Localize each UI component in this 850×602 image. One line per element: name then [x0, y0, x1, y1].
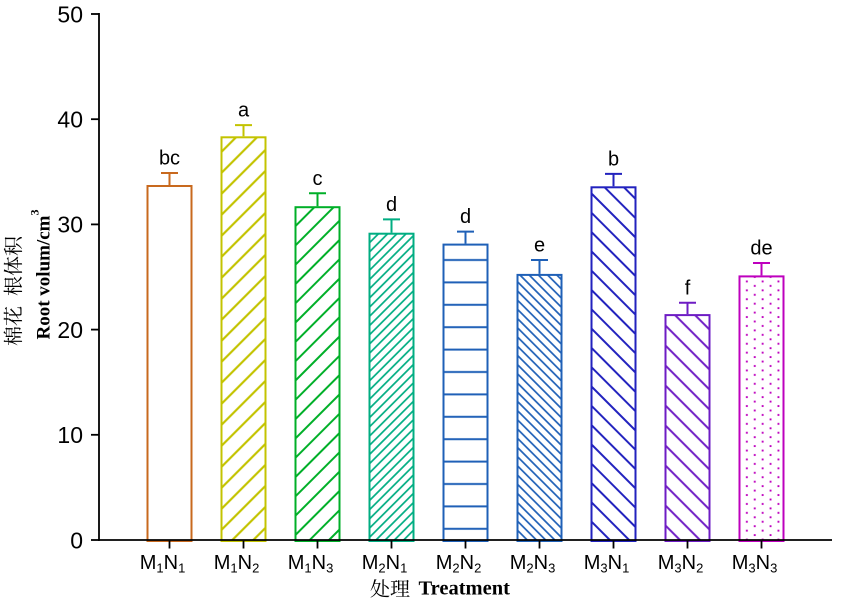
svg-text:e: e [534, 235, 545, 257]
svg-text:b: b [608, 148, 619, 170]
svg-text:M2N2: M2N2 [436, 552, 482, 576]
svg-text:f: f [685, 277, 691, 299]
svg-text:10: 10 [57, 422, 83, 448]
svg-text:M3N3: M3N3 [732, 552, 778, 576]
svg-text:de: de [750, 238, 772, 260]
svg-text:M2N3: M2N3 [510, 552, 556, 576]
svg-text:50: 50 [57, 1, 83, 27]
svg-text:d: d [460, 206, 471, 228]
svg-text:Treatment: Treatment [419, 578, 511, 600]
svg-text:M1N3: M1N3 [288, 552, 334, 576]
svg-text:M3N2: M3N2 [658, 552, 704, 576]
svg-text:a: a [238, 100, 250, 122]
svg-text:M2N1: M2N1 [362, 552, 408, 576]
svg-text:0: 0 [70, 527, 83, 553]
svg-text:c: c [313, 168, 323, 190]
svg-text:30: 30 [57, 212, 83, 238]
svg-text:20: 20 [57, 317, 83, 343]
svg-text:d: d [386, 194, 397, 216]
svg-text:M3N1: M3N1 [584, 552, 630, 576]
svg-text:40: 40 [57, 107, 83, 133]
svg-text:M1N1: M1N1 [140, 552, 186, 576]
svg-text:M1N2: M1N2 [214, 552, 260, 576]
svg-text:bc: bc [159, 148, 180, 170]
